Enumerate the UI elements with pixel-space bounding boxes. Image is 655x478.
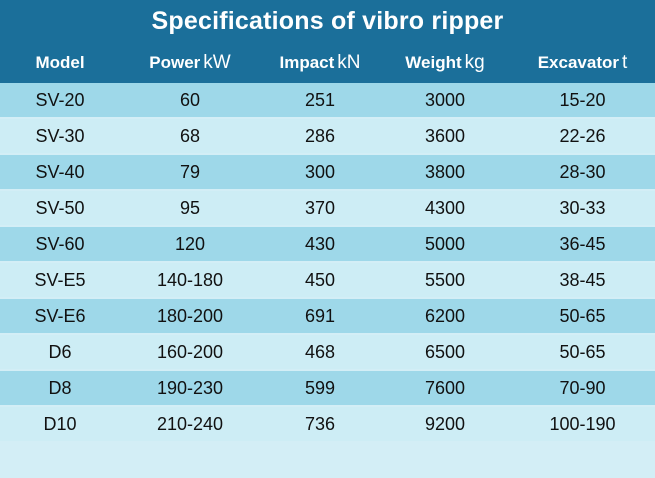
weight-cell: 6200	[424, 305, 466, 326]
table-header: Specifications of vibro ripper Model Pow…	[0, 0, 655, 83]
column-header-label: Impact	[279, 53, 335, 72]
power-cell: 60	[179, 89, 201, 110]
model-cell: SV-60	[35, 233, 85, 254]
column-header-power: Power kW	[120, 52, 260, 74]
model-cell: SV-30	[35, 125, 85, 146]
weight-cell: 3600	[424, 125, 466, 146]
excavator-cell: 36-45	[559, 233, 606, 254]
excavator-cell: 50-65	[559, 305, 606, 326]
table-row: SV-20 60 251 3000 15-20	[0, 83, 655, 117]
weight-cell: 4300	[424, 197, 466, 218]
weight-cell: 6500	[424, 341, 466, 362]
column-header-model: Model	[0, 53, 120, 73]
weight-cell: 9200	[424, 413, 466, 434]
power-cell: 120	[174, 233, 206, 254]
table-title: Specifications of vibro ripper	[151, 7, 504, 35]
excavator-cell: 28-30	[559, 161, 606, 182]
table-row: SV-E6 180-200 691 6200 50-65	[0, 299, 655, 333]
column-header-label: Model	[35, 53, 85, 72]
column-header-label: Weight	[405, 53, 462, 72]
table-body: SV-20 60 251 3000 15-20 SV-30 68 286 360…	[0, 83, 655, 443]
impact-cell: 430	[304, 233, 336, 254]
table-row: SV-30 68 286 3600 22-26	[0, 119, 655, 153]
table-row: SV-E5 140-180 450 5500 38-45	[0, 263, 655, 297]
column-header-unit: kW	[203, 52, 231, 73]
excavator-cell: 22-26	[559, 125, 606, 146]
impact-cell: 468	[304, 341, 336, 362]
model-cell: SV-50	[35, 197, 85, 218]
model-cell: SV-E5	[34, 269, 86, 290]
weight-cell: 3800	[424, 161, 466, 182]
excavator-cell: 70-90	[559, 377, 606, 398]
power-cell: 79	[179, 161, 201, 182]
power-cell: 68	[179, 125, 201, 146]
excavator-cell: 100-190	[549, 413, 616, 434]
impact-cell: 300	[304, 161, 336, 182]
power-cell: 140-180	[156, 269, 224, 290]
column-header-impact: Impact kN	[260, 52, 380, 74]
impact-cell: 450	[304, 269, 336, 290]
column-header-excavator: Excavator t	[510, 52, 655, 74]
excavator-cell: 15-20	[559, 89, 606, 110]
power-cell: 95	[179, 197, 201, 218]
impact-cell: 599	[304, 377, 336, 398]
model-cell: SV-40	[35, 161, 85, 182]
power-cell: 210-240	[156, 413, 224, 434]
column-header-label: Power	[149, 53, 201, 72]
table-row: SV-50 95 370 4300 30-33	[0, 191, 655, 225]
weight-cell: 3000	[424, 89, 466, 110]
table-row: D6 160-200 468 6500 50-65	[0, 335, 655, 369]
weight-cell: 5000	[424, 233, 466, 254]
excavator-cell: 50-65	[559, 341, 606, 362]
excavator-cell: 38-45	[559, 269, 606, 290]
excavator-cell: 30-33	[559, 197, 606, 218]
model-cell: D10	[43, 413, 77, 434]
column-header-row: Model Power kW Impact kN Weight kg Excavato…	[0, 46, 655, 80]
impact-cell: 286	[304, 125, 336, 146]
table-row: SV-40 79 300 3800 28-30	[0, 155, 655, 189]
weight-cell: 5500	[424, 269, 466, 290]
column-header-unit: t	[622, 52, 628, 73]
impact-cell: 370	[304, 197, 336, 218]
model-cell: D8	[48, 377, 72, 398]
impact-cell: 251	[304, 89, 336, 110]
impact-cell: 736	[304, 413, 336, 434]
model-cell: D6	[48, 341, 72, 362]
power-cell: 190-230	[156, 377, 224, 398]
impact-cell: 691	[304, 305, 336, 326]
power-cell: 160-200	[156, 341, 224, 362]
table-row: D10 210-240 736 9200 100-190	[0, 407, 655, 441]
model-cell: SV-20	[35, 89, 85, 110]
column-header-unit: kN	[337, 52, 361, 73]
table-row: SV-60 120 430 5000 36-45	[0, 227, 655, 261]
column-header-unit: kg	[464, 52, 485, 73]
table-row: D8 190-230 599 7600 70-90	[0, 371, 655, 405]
power-cell: 180-200	[156, 305, 224, 326]
column-header-label: Excavator	[537, 53, 619, 72]
weight-cell: 7600	[424, 377, 466, 398]
column-header-weight: Weight kg	[380, 52, 510, 74]
model-cell: SV-E6	[34, 305, 86, 326]
